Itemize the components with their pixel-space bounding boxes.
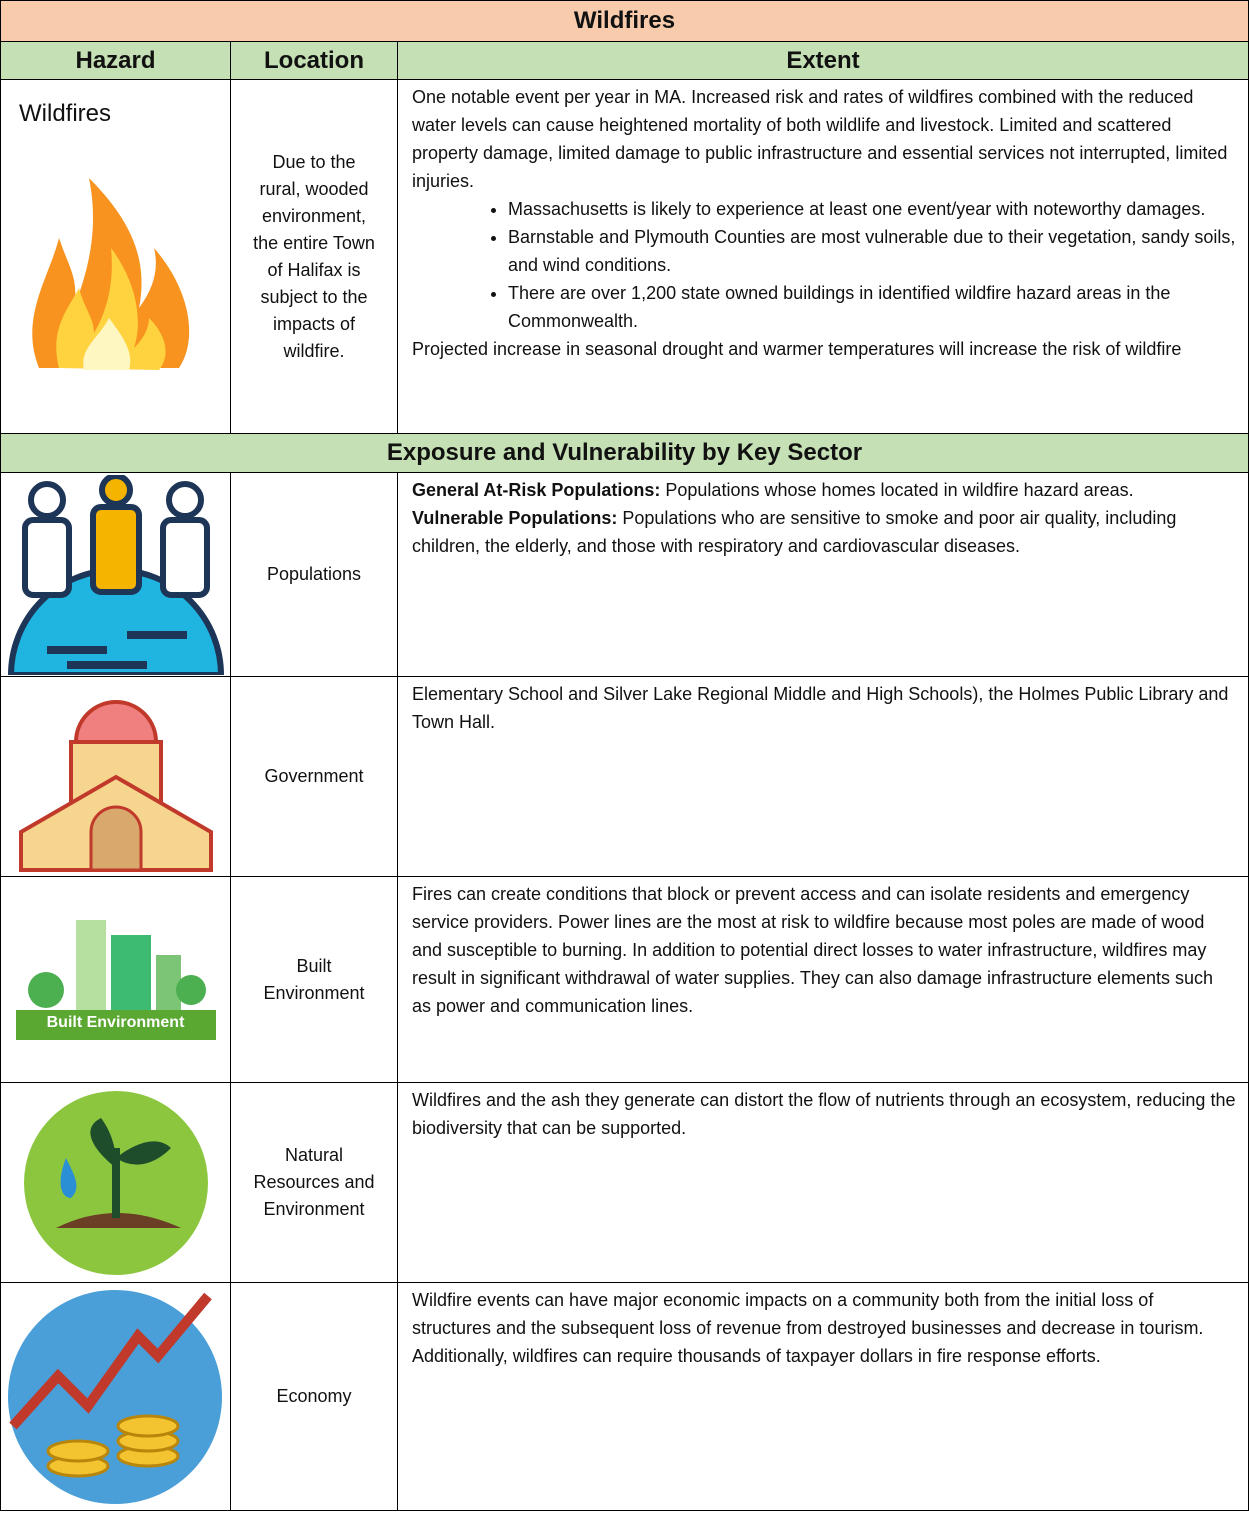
icon-cell: Built Environment [0,876,231,1083]
bullet: Barnstable and Plymouth Counties are mos… [508,223,1236,279]
sector-name: Populations [230,472,398,677]
sector-text: Wildfires and the ash they generate can … [397,1082,1249,1283]
government-icon [18,699,213,872]
column-header: Hazard [0,41,231,80]
built-icon: Built Environment [15,910,216,1050]
sector-name: Government [230,676,398,877]
hazard-name: Wildfires [19,100,112,127]
paragraph-label: Vulnerable Populations: [412,508,618,528]
nature-icon [23,1090,208,1275]
bullet: There are over 1,200 state owned buildin… [508,279,1236,335]
sector-text: General At-Risk Populations: Populations… [397,472,1249,677]
hazard-cell: Wildfires [0,79,231,434]
fire-icon [32,178,190,370]
icon-cell [0,472,231,677]
icon-cell [0,676,231,877]
column-header: Location [230,41,398,80]
paragraph-text: Populations whose homes located in wildf… [665,480,1134,500]
bullet: Massachusetts is likely to experience at… [508,195,1236,223]
paragraph-label: General At-Risk Populations: [412,480,661,500]
table-title: Wildfires [0,0,1249,42]
icon-label: Built Environment [46,1013,185,1031]
economy-icon [8,1289,222,1504]
extent-intro: One notable event per year in MA. Increa… [412,87,1228,191]
extent-outro: Projected increase in seasonal drought a… [412,339,1182,359]
sector-name: Natural Resources and Environment [230,1082,398,1283]
sector-name: Built Environment [230,876,398,1083]
sector-text: Wildfire events can have major economic … [397,1282,1249,1511]
populations-icon [7,474,224,675]
extent-bullets: Massachusetts is likely to experience at… [412,195,1236,335]
sector-text: Fires can create conditions that block o… [397,876,1249,1083]
sector-name: Economy [230,1282,398,1511]
paragraph-text: Populations who are sensitive to smoke a… [412,508,1177,556]
column-header: Extent [397,41,1249,80]
section-title: Exposure and Vulnerability by Key Sector [0,433,1249,473]
location-cell: Due to the rural, wooded environment, th… [230,79,398,434]
extent-cell: One notable event per year in MA. Increa… [397,79,1249,434]
icon-cell [0,1282,231,1511]
sector-text: Elementary School and Silver Lake Region… [397,676,1249,877]
icon-cell [0,1082,231,1283]
